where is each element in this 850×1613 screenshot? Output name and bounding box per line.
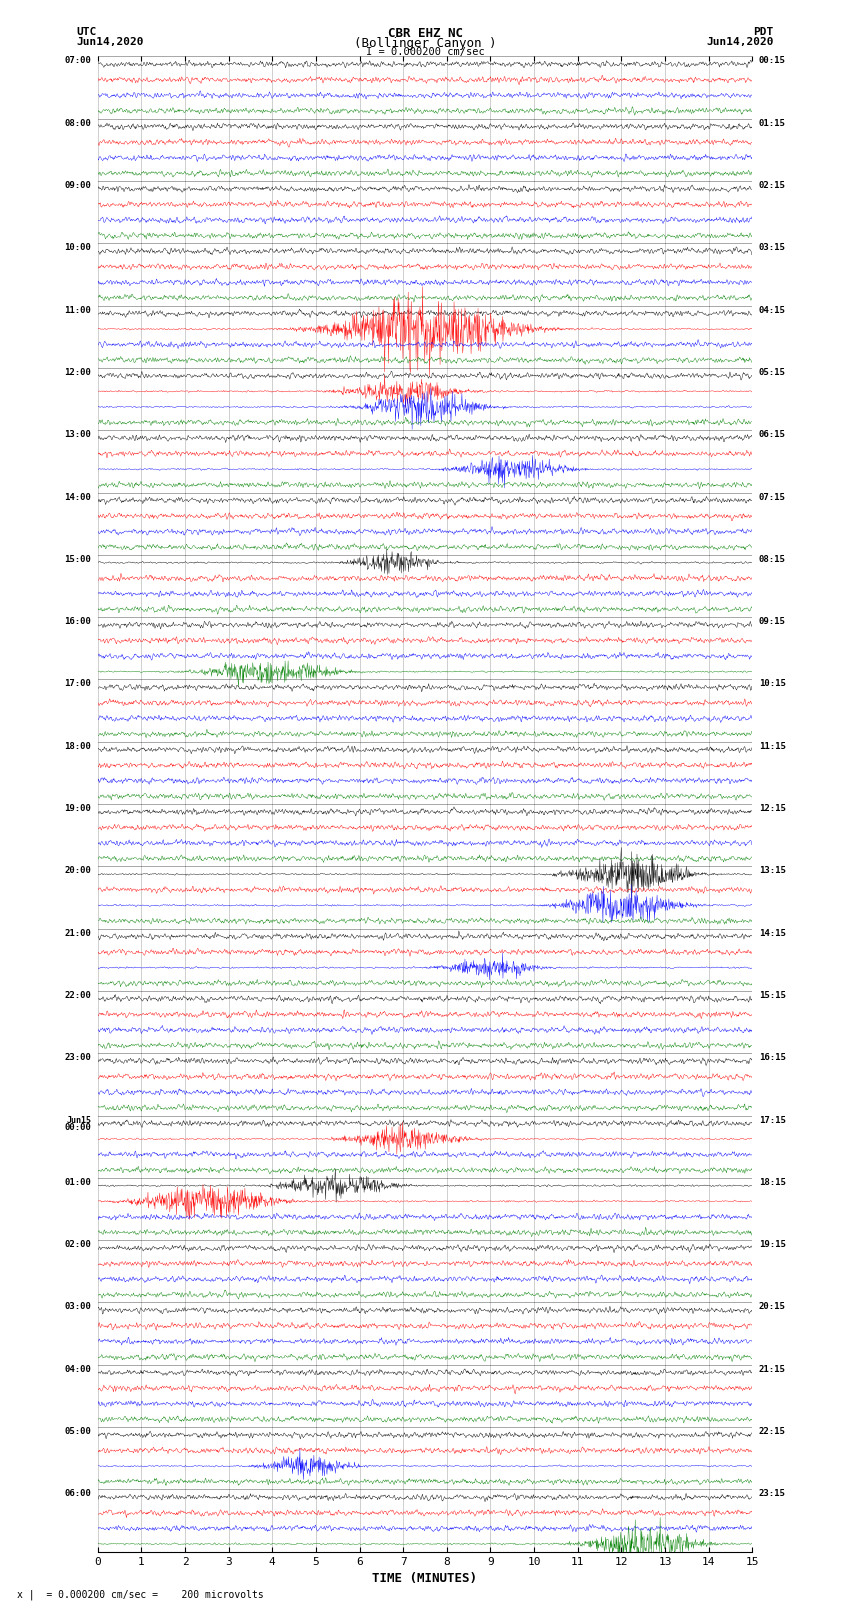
Text: PDT: PDT <box>753 27 774 37</box>
Text: 18:00: 18:00 <box>65 742 91 750</box>
Text: 10:15: 10:15 <box>759 679 785 689</box>
Text: 01:15: 01:15 <box>759 119 785 127</box>
Text: 19:00: 19:00 <box>65 805 91 813</box>
Text: 18:15: 18:15 <box>759 1177 785 1187</box>
Text: 20:00: 20:00 <box>65 866 91 876</box>
Text: 05:00: 05:00 <box>65 1428 91 1436</box>
Text: 05:15: 05:15 <box>759 368 785 377</box>
Text: 06:15: 06:15 <box>759 431 785 439</box>
Text: Jun14,2020: Jun14,2020 <box>706 37 774 47</box>
Text: 07:00: 07:00 <box>65 56 91 66</box>
Text: 14:00: 14:00 <box>65 492 91 502</box>
Text: 20:15: 20:15 <box>759 1303 785 1311</box>
Text: 03:15: 03:15 <box>759 244 785 252</box>
Text: 00:00: 00:00 <box>65 1123 91 1132</box>
Text: 03:00: 03:00 <box>65 1303 91 1311</box>
Text: 13:00: 13:00 <box>65 431 91 439</box>
Text: 11:00: 11:00 <box>65 306 91 315</box>
Text: 02:00: 02:00 <box>65 1240 91 1248</box>
Text: UTC: UTC <box>76 27 97 37</box>
Text: 13:15: 13:15 <box>759 866 785 876</box>
Text: 08:15: 08:15 <box>759 555 785 565</box>
Text: 16:00: 16:00 <box>65 618 91 626</box>
Text: 23:15: 23:15 <box>759 1489 785 1498</box>
Text: 09:15: 09:15 <box>759 618 785 626</box>
Text: 07:15: 07:15 <box>759 492 785 502</box>
Text: 14:15: 14:15 <box>759 929 785 937</box>
Text: 01:00: 01:00 <box>65 1177 91 1187</box>
Text: 12:00: 12:00 <box>65 368 91 377</box>
X-axis label: TIME (MINUTES): TIME (MINUTES) <box>372 1573 478 1586</box>
Text: 16:15: 16:15 <box>759 1053 785 1063</box>
Text: Jun15: Jun15 <box>66 1116 91 1124</box>
Text: 19:15: 19:15 <box>759 1240 785 1248</box>
Text: I = 0.000200 cm/sec: I = 0.000200 cm/sec <box>366 47 484 56</box>
Text: 15:15: 15:15 <box>759 990 785 1000</box>
Text: CBR EHZ NC: CBR EHZ NC <box>388 27 462 40</box>
Text: 09:00: 09:00 <box>65 181 91 190</box>
Text: 22:00: 22:00 <box>65 990 91 1000</box>
Text: Jun14,2020: Jun14,2020 <box>76 37 144 47</box>
Text: 23:00: 23:00 <box>65 1053 91 1063</box>
Text: 04:00: 04:00 <box>65 1365 91 1374</box>
Text: 06:00: 06:00 <box>65 1489 91 1498</box>
Text: 17:00: 17:00 <box>65 679 91 689</box>
Text: 22:15: 22:15 <box>759 1428 785 1436</box>
Text: 17:15: 17:15 <box>759 1116 785 1124</box>
Text: (Bollinger Canyon ): (Bollinger Canyon ) <box>354 37 496 50</box>
Text: 12:15: 12:15 <box>759 805 785 813</box>
Text: 21:00: 21:00 <box>65 929 91 937</box>
Text: 02:15: 02:15 <box>759 181 785 190</box>
Text: 04:15: 04:15 <box>759 306 785 315</box>
Text: 00:15: 00:15 <box>759 56 785 66</box>
Text: 08:00: 08:00 <box>65 119 91 127</box>
Text: 21:15: 21:15 <box>759 1365 785 1374</box>
Text: 15:00: 15:00 <box>65 555 91 565</box>
Text: x |  = 0.000200 cm/sec =    200 microvolts: x | = 0.000200 cm/sec = 200 microvolts <box>17 1589 264 1600</box>
Text: 10:00: 10:00 <box>65 244 91 252</box>
Text: 11:15: 11:15 <box>759 742 785 750</box>
